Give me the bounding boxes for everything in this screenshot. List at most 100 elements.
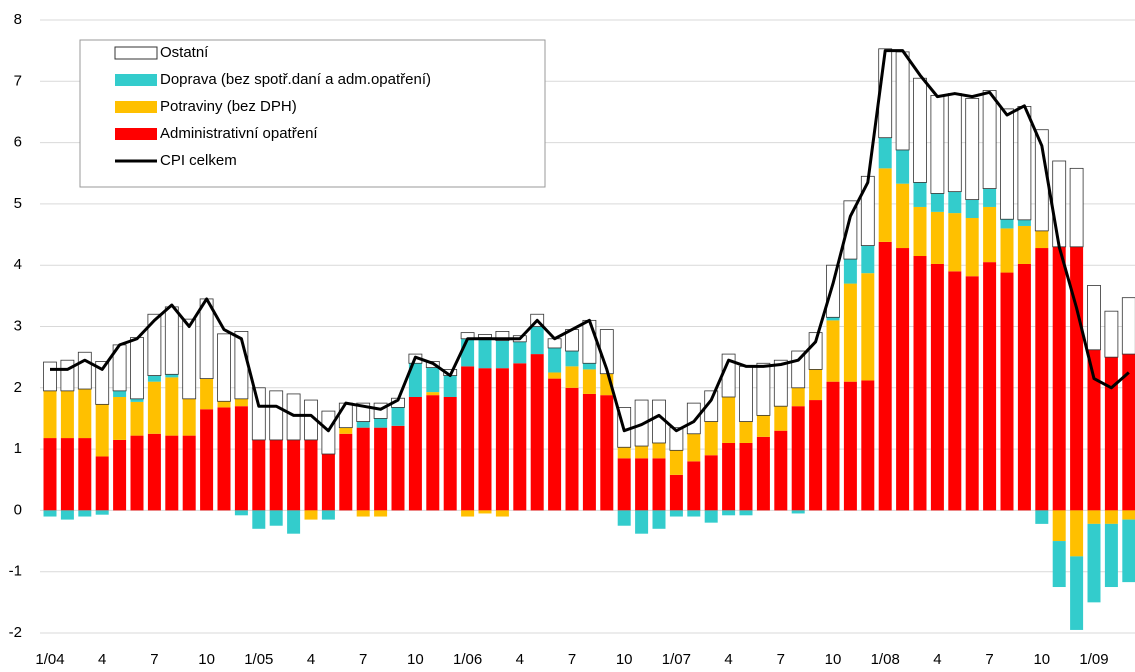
bar-segment [635, 458, 649, 511]
bar-segment [374, 418, 388, 428]
y-tick-label: -1 [9, 563, 22, 580]
bar-segment [861, 245, 875, 274]
bar-segment [356, 510, 370, 517]
bar-segment [826, 317, 840, 321]
bar-segment [443, 396, 457, 511]
bar-segment [269, 390, 284, 441]
bar-segment [1087, 523, 1101, 603]
bar-segment [582, 393, 596, 511]
bar-segment [773, 359, 788, 407]
bar-segment [965, 217, 979, 277]
bar-segment [896, 149, 910, 184]
bar-segment [374, 427, 388, 511]
bar-segment [478, 337, 492, 369]
bar-segment [269, 510, 283, 526]
bar-segment [408, 396, 422, 511]
bar-segment [321, 510, 335, 520]
bar-segment [147, 313, 162, 376]
bar-segment [199, 298, 214, 380]
bar-segment [791, 406, 805, 511]
bar-segment [896, 183, 910, 249]
bar-segment [704, 510, 718, 523]
bar-segment [965, 276, 979, 511]
bar-segment [600, 395, 614, 511]
bar-segment [60, 390, 74, 439]
bar-segment [1070, 510, 1084, 557]
bar-segment [895, 51, 910, 151]
bar-segment [809, 369, 823, 401]
bar-segment [113, 396, 127, 440]
bar-segment [930, 94, 945, 194]
legend-label: Potraviny (bez DPH) [160, 98, 297, 115]
bar-segment [1069, 167, 1084, 248]
bar-segment [461, 366, 475, 511]
bar-segment [861, 380, 875, 511]
bar-segment [739, 510, 753, 516]
bar-segment [878, 168, 892, 242]
bar-segment [687, 433, 701, 462]
bar-segment [43, 510, 57, 517]
bar-segment [60, 438, 74, 511]
bar-segment [826, 264, 840, 318]
bar-segment [1035, 510, 1049, 524]
bar-segment [878, 137, 892, 169]
x-tick-label: 4 [98, 651, 106, 668]
bar-segment [1017, 106, 1032, 221]
y-tick-label: 4 [14, 256, 22, 273]
bar-segment [164, 306, 179, 375]
bar-segment [286, 393, 301, 441]
bar-segment [948, 271, 962, 511]
bar-segment [947, 93, 962, 193]
bar-segment [1121, 297, 1135, 355]
bar-segment [95, 404, 109, 457]
bar-segment [756, 415, 770, 437]
bar-segment [860, 175, 875, 246]
bar-segment [913, 182, 927, 207]
bar-segment [565, 387, 579, 511]
bar-segment [478, 368, 492, 511]
legend-label: Ostatní [160, 44, 209, 61]
bar-segment [513, 363, 527, 511]
bar-segment [130, 401, 144, 436]
x-tick-label: 7 [777, 651, 785, 668]
bar-segment [60, 510, 74, 520]
bar-segment [130, 435, 144, 511]
bar-segment [826, 381, 840, 511]
bar-segment [426, 367, 440, 393]
cpi-line [50, 49, 1130, 433]
legend-swatch [115, 74, 157, 86]
bar-segment [582, 363, 596, 370]
bar-segment [669, 510, 683, 517]
bar-segment [983, 262, 997, 511]
bar-segment [60, 359, 75, 392]
x-tick-label: 4 [933, 651, 941, 668]
y-tick-label: 2 [14, 379, 22, 396]
bar-segment [78, 438, 92, 511]
bar-segment [391, 407, 405, 426]
bar-segment [495, 331, 510, 341]
bar-segment [269, 439, 283, 511]
x-tick-label: 7 [985, 651, 993, 668]
bar-segment [652, 458, 666, 511]
bar-segment [739, 421, 753, 443]
bar-segment [1122, 519, 1135, 583]
bar-segment [983, 188, 997, 207]
bar-segment [1104, 357, 1118, 511]
x-tick-label: 1/09 [1079, 651, 1108, 668]
bar-segment [1104, 310, 1119, 358]
bar-segment [982, 90, 997, 189]
bar-segment [182, 318, 197, 400]
bar-segment [582, 369, 596, 394]
legend: Ostatní Doprava (bez spotř.daní a adm.opa… [79, 39, 546, 188]
bar-segment [443, 375, 457, 397]
bar-segment [495, 368, 509, 511]
bar-segment [1104, 523, 1118, 588]
y-tick-label: 7 [14, 72, 22, 89]
bar-segment [1017, 219, 1031, 226]
bar-segment [617, 510, 631, 526]
bar-segment [338, 402, 353, 429]
bar-segment [913, 77, 927, 183]
x-tick-label: 1/04 [35, 651, 64, 668]
x-tick-label: 10 [1033, 651, 1050, 668]
bar-segment [965, 98, 980, 201]
